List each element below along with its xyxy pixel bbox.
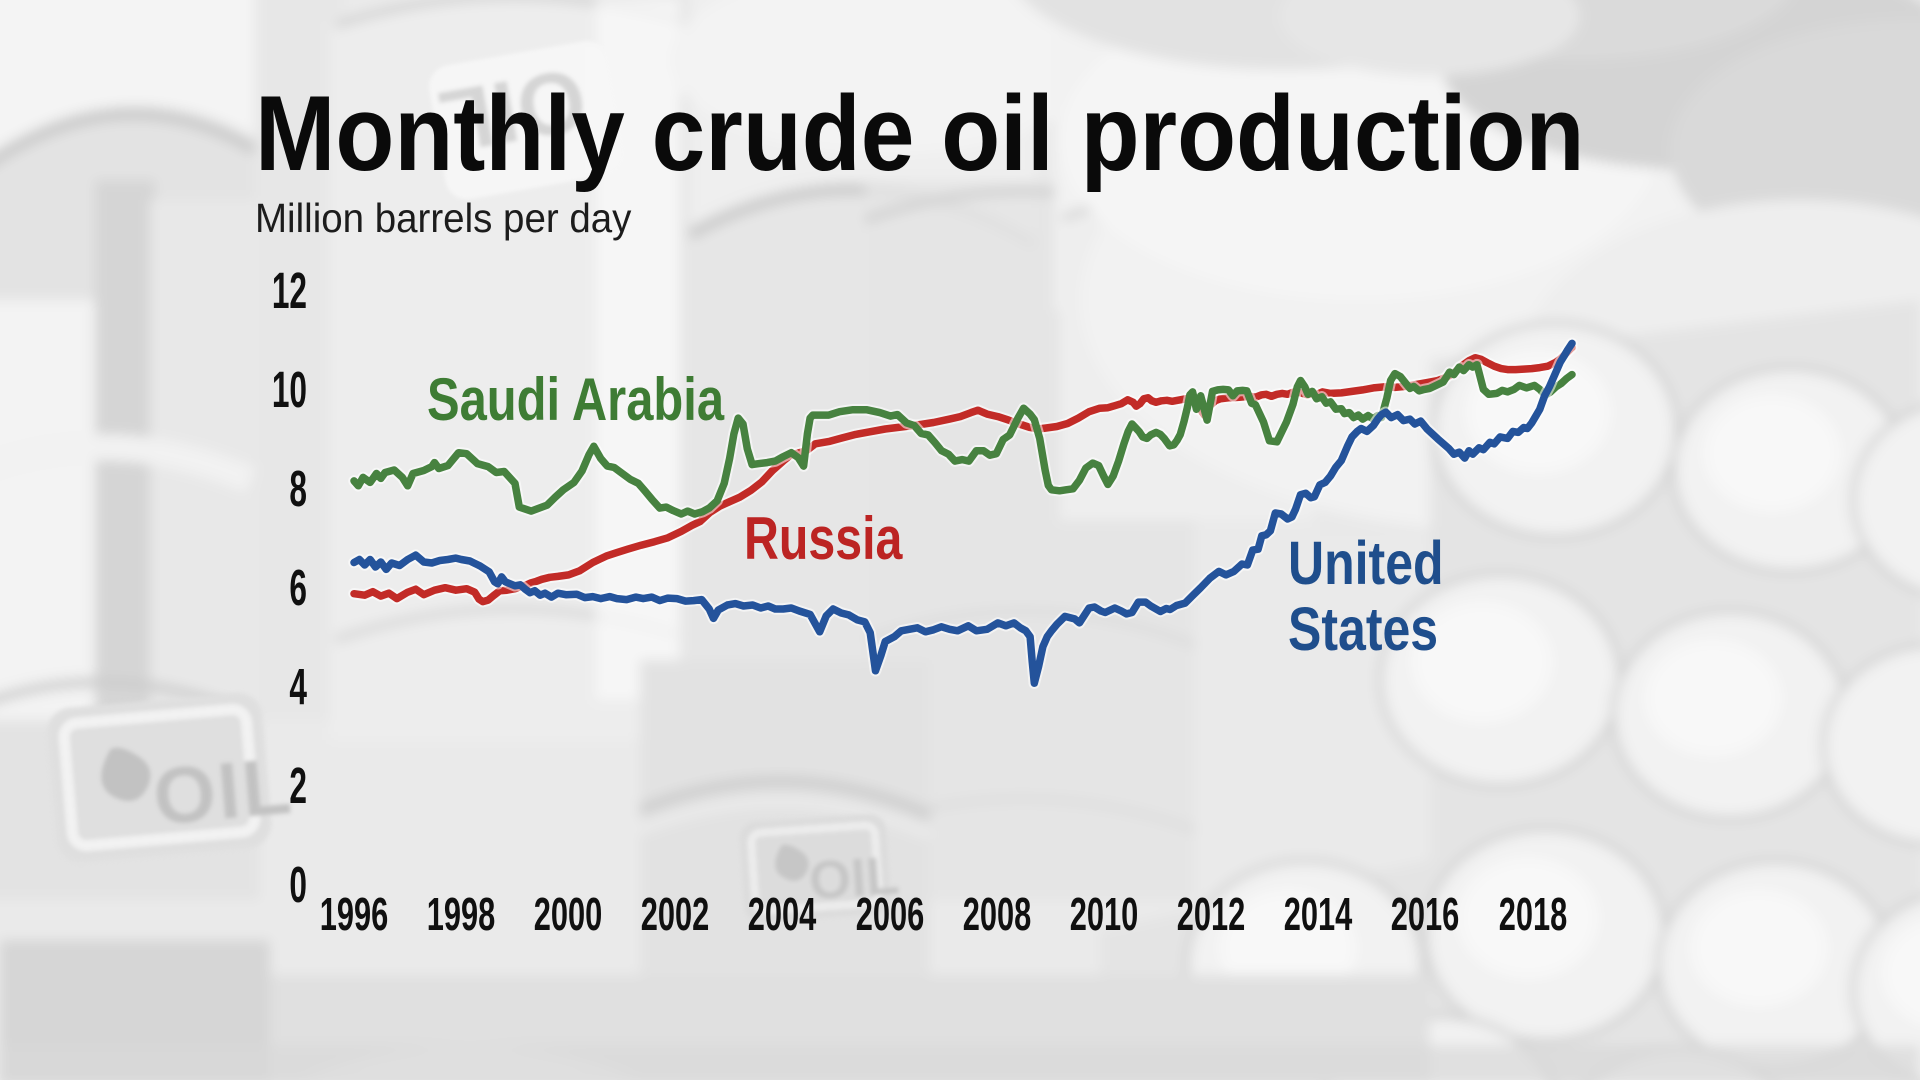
svg-text:8: 8 [289, 460, 307, 516]
svg-text:Monthly crude oil production: Monthly crude oil production [255, 73, 1584, 193]
svg-text:Saudi Arabia: Saudi Arabia [427, 365, 725, 433]
svg-text:0: 0 [289, 856, 307, 912]
svg-text:12: 12 [272, 262, 307, 318]
svg-text:Million barrels per day: Million barrels per day [255, 196, 632, 241]
svg-text:2018: 2018 [1499, 890, 1568, 941]
svg-text:2014: 2014 [1284, 890, 1353, 941]
svg-text:2002: 2002 [641, 890, 710, 941]
svg-text:2008: 2008 [963, 890, 1032, 941]
svg-text:6: 6 [289, 559, 307, 615]
svg-text:OIL: OIL [807, 845, 901, 911]
svg-text:2016: 2016 [1391, 890, 1460, 941]
svg-text:2006: 2006 [856, 890, 925, 941]
svg-text:1996: 1996 [320, 890, 389, 941]
svg-text:OIL: OIL [150, 741, 297, 842]
svg-text:2000: 2000 [534, 890, 603, 941]
svg-text:2012: 2012 [1177, 890, 1246, 941]
svg-text:1998: 1998 [427, 890, 496, 941]
svg-text:United: United [1288, 529, 1444, 597]
svg-text:Russia: Russia [744, 505, 903, 572]
svg-text:2004: 2004 [748, 890, 817, 941]
svg-text:2: 2 [289, 757, 307, 813]
svg-text:4: 4 [289, 658, 307, 714]
svg-text:States: States [1288, 595, 1438, 663]
svg-text:10: 10 [272, 361, 307, 417]
svg-text:2010: 2010 [1070, 890, 1139, 941]
